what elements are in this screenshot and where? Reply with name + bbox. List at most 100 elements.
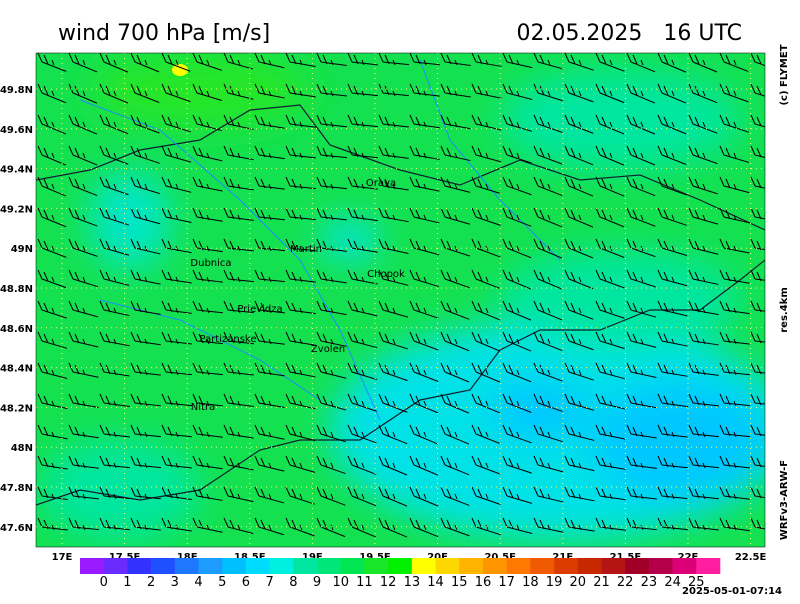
colorbar-cell <box>364 558 389 574</box>
lat-tick-label: 49N <box>11 244 33 255</box>
wind-barb <box>564 486 595 502</box>
wind-barb <box>564 53 594 71</box>
wind-barb <box>223 331 254 345</box>
colorbar-cell <box>245 558 270 574</box>
lon-tick-label: 17E <box>52 552 73 563</box>
wind-barb <box>502 331 532 352</box>
wind-barb <box>471 53 502 67</box>
wind-barb <box>750 455 765 468</box>
colorbar-cell <box>577 558 602 574</box>
wind-barb <box>440 238 470 257</box>
wind-barb <box>440 486 470 506</box>
wind-barb <box>192 300 223 314</box>
wind-barb <box>316 238 347 252</box>
wind-barb <box>37 486 68 501</box>
wind-barb <box>285 486 315 505</box>
wind-barb <box>688 300 719 316</box>
wind-barb <box>595 424 626 440</box>
wind-barb <box>130 207 161 225</box>
wind-barb <box>688 53 718 73</box>
wind-barb <box>316 331 347 347</box>
place-label: Dubnica <box>190 258 231 269</box>
wind-barb <box>533 207 563 228</box>
wind-barb <box>533 300 563 321</box>
title: wind 700 hPa [m/s] <box>58 21 270 46</box>
colorbar-cell <box>554 558 579 574</box>
wind-barb <box>378 53 409 66</box>
wind-barb <box>626 486 657 500</box>
wind-barb <box>285 53 316 68</box>
wind-barb <box>192 114 223 132</box>
wind-barb <box>626 331 657 348</box>
colorbar-label: 14 <box>427 575 444 590</box>
lon-tick-label: 21.5E <box>610 552 642 563</box>
wind-barb <box>347 83 378 97</box>
wind-barb <box>502 300 532 321</box>
wind-barb <box>688 176 718 195</box>
wind-barb <box>409 455 439 476</box>
colorbar-label: 8 <box>289 575 297 590</box>
lat-tick-label: 49.6N <box>0 125 33 136</box>
wind-barb <box>657 517 688 531</box>
wind-barb <box>378 145 409 159</box>
colorbar-cell <box>174 558 199 574</box>
wind-barb <box>316 53 347 67</box>
wind-barb <box>99 300 130 317</box>
wind-barb <box>68 486 99 500</box>
wind-barb <box>254 238 285 252</box>
wind-barb <box>440 145 471 162</box>
place-label: Partizanske <box>199 334 256 345</box>
wind-barb <box>657 424 688 438</box>
wind-barb <box>254 455 285 472</box>
wind-barb <box>347 362 378 380</box>
wind-barb <box>502 517 533 535</box>
wind-barb <box>130 238 161 255</box>
wind-barb <box>192 455 223 470</box>
wind-barb <box>595 393 626 410</box>
wind-barb <box>99 393 130 407</box>
wind-barb <box>719 269 750 284</box>
lat-tick-label: 49.4N <box>0 165 33 176</box>
wind-barb <box>750 269 765 282</box>
wind-barb <box>409 176 440 192</box>
wind-barb <box>316 517 346 538</box>
wind-barb <box>471 362 501 383</box>
wind-barb <box>440 114 471 130</box>
wind-barb <box>130 517 161 531</box>
colorbar-label: 5 <box>218 575 226 590</box>
model: WRFv3-ARW-F <box>779 460 790 540</box>
colorbar-label: 18 <box>522 575 539 590</box>
colorbar-cell <box>459 558 484 574</box>
wind-barb <box>409 331 439 351</box>
wind-barb <box>130 269 161 285</box>
wind-barb <box>347 53 378 66</box>
colorbar-cell <box>648 558 673 574</box>
wind-barb <box>471 176 501 195</box>
wind-barb <box>471 393 501 414</box>
wind-barb <box>719 424 750 438</box>
wind-barb <box>347 393 377 412</box>
wind-barb <box>99 238 130 256</box>
wind-barb <box>657 145 687 165</box>
wind-barb <box>130 300 161 315</box>
wind-barb <box>378 114 409 128</box>
wind-barb <box>161 145 192 163</box>
wind-barb <box>378 486 408 507</box>
place-label: Chopok <box>367 269 405 280</box>
wind-barb <box>750 53 765 66</box>
wind-barb <box>347 238 378 253</box>
wind-barb <box>750 424 765 437</box>
wind-barb <box>533 424 563 443</box>
wind-barb <box>657 393 688 408</box>
colorbar-label: 13 <box>404 575 421 590</box>
wind-barb <box>130 331 161 346</box>
wind-barb <box>37 517 68 531</box>
wind-barb <box>688 424 719 438</box>
wind-barb <box>68 300 99 318</box>
wind-barb <box>409 114 440 129</box>
wind-barb <box>254 331 285 345</box>
wind-barb <box>285 393 316 410</box>
lon-tick-label: 19.5E <box>359 552 391 563</box>
lat-tick-label: 49.2N <box>0 204 33 215</box>
wind-barb <box>161 53 191 72</box>
